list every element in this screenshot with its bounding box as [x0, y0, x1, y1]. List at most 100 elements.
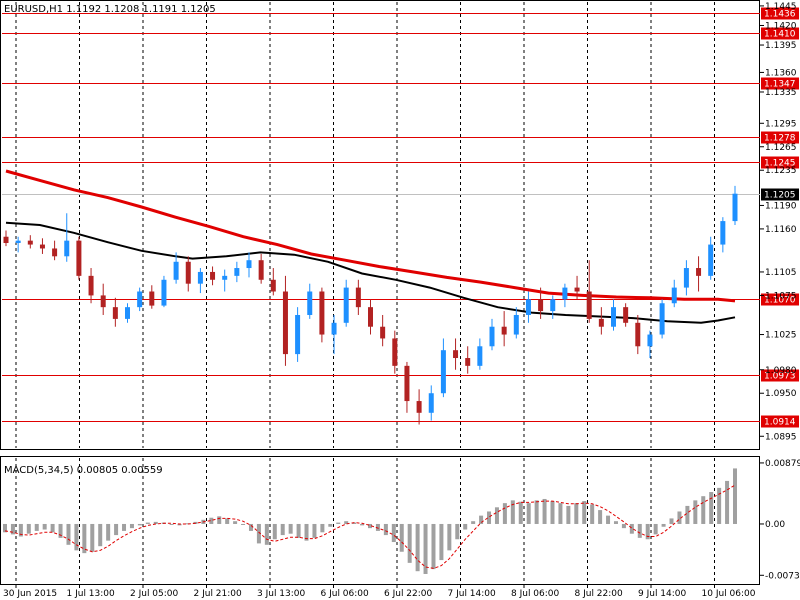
candle-body — [161, 280, 166, 306]
candle-body — [635, 323, 640, 346]
candle-body — [453, 350, 458, 358]
macd-bar — [384, 524, 388, 535]
price-tick-label: 1.1445 — [765, 2, 797, 12]
candle-body — [575, 288, 580, 292]
macd-bar — [146, 523, 150, 524]
macd-title: MACD(5,34,5) 0.00805 0.00559 — [4, 465, 163, 476]
macd-bar — [685, 506, 689, 524]
macd-bar — [527, 503, 531, 524]
price-tick-label: 1.1105 — [765, 268, 797, 278]
macd-bar — [566, 506, 570, 524]
macd-bar — [662, 524, 666, 527]
candle-body — [441, 350, 446, 393]
macd-bar — [654, 524, 658, 534]
candle-body — [672, 288, 677, 304]
macd-bar — [416, 524, 420, 571]
macd-bar — [693, 500, 697, 524]
candle-body — [344, 288, 349, 323]
candle-body — [186, 262, 191, 284]
time-axis: 30 Jun 2015 1 Jul 13:00 2 Jul 05:00 2 Jul 2… — [3, 584, 756, 599]
macd-bar — [328, 524, 332, 527]
macd-bar — [638, 524, 642, 538]
macd-bar — [90, 524, 94, 552]
candle-body — [307, 292, 312, 315]
candle-body — [210, 272, 215, 280]
macd-bar — [114, 524, 118, 535]
macd-bar — [543, 499, 547, 524]
price-plot-frame — [1, 1, 760, 450]
macd-bar — [439, 524, 443, 560]
macd-bar — [670, 518, 674, 524]
candle-body — [247, 260, 252, 268]
macd-bar — [582, 501, 586, 524]
macd-bar — [312, 524, 316, 538]
candle-body — [89, 276, 94, 296]
candle-body — [477, 346, 482, 366]
price-tick-label: 1.1190 — [765, 201, 797, 211]
macd-bar — [519, 502, 523, 524]
macd-bar — [495, 507, 499, 524]
candle-body — [149, 292, 154, 306]
macd-bar — [217, 516, 221, 524]
candle-body — [222, 276, 227, 280]
candle-body — [259, 260, 264, 280]
candle-body — [623, 307, 628, 323]
macd-bar — [551, 501, 555, 524]
macd-bar — [400, 524, 404, 552]
price-tick-label: 1.0895 — [765, 432, 797, 442]
time-tick-label: 6 Jul 22:00 — [384, 589, 433, 599]
candle-body — [562, 288, 567, 300]
macd-bar — [289, 524, 293, 534]
candle-body — [4, 237, 9, 243]
candle-body — [137, 292, 142, 308]
candle-body — [502, 327, 507, 335]
macd-bar — [138, 524, 142, 525]
macd-bar — [297, 524, 301, 538]
macd-bar — [225, 518, 229, 524]
candle-body — [550, 299, 555, 311]
candle-body — [490, 327, 495, 347]
time-tick-label: 7 Jul 14:00 — [448, 589, 497, 599]
price-tick-label: 1.0950 — [765, 389, 797, 399]
time-tick-label: 8 Jul 06:00 — [511, 589, 560, 599]
candle-body — [599, 319, 604, 327]
macd-tick-label: 0.00 — [765, 520, 785, 530]
candle-body — [271, 280, 276, 292]
candle-body — [720, 221, 725, 244]
macd-bar — [106, 524, 110, 541]
macd-bar — [51, 524, 55, 532]
candle-body — [647, 335, 652, 347]
macd-bar — [360, 524, 364, 525]
macd-bar — [43, 524, 47, 530]
macd-bar — [130, 524, 134, 528]
candle-body — [429, 393, 434, 413]
macd-tick-label: 0.00879 — [765, 459, 800, 469]
time-tick-label: 6 Jul 06:00 — [321, 589, 370, 599]
macd-bar — [574, 503, 578, 524]
candle-body — [708, 245, 713, 276]
price-tick-label: 1.1335 — [765, 88, 797, 98]
candle-body — [52, 248, 57, 256]
price-tick-label: 1.1420 — [765, 21, 797, 31]
price-tick-label: 1.1395 — [765, 41, 797, 51]
candle-body — [283, 292, 288, 355]
price-tick-label: 1.1025 — [765, 331, 797, 341]
macd-bar — [606, 516, 610, 524]
candle-body — [526, 299, 531, 315]
macd-bar — [479, 516, 483, 524]
current-price-label: 1.1205 — [764, 191, 796, 201]
price-level-label: 1.0914 — [764, 418, 796, 428]
macd-bar — [558, 503, 562, 524]
candle-body — [64, 241, 69, 257]
candle-body — [174, 262, 179, 280]
time-tick-label: 2 Jul 05:00 — [130, 589, 179, 599]
candle-body — [295, 315, 300, 354]
time-tick-label: 3 Jul 13:00 — [257, 589, 306, 599]
candle-body — [332, 323, 337, 335]
macd-bar — [447, 524, 451, 550]
macd-bar — [281, 524, 285, 535]
candle-body — [733, 194, 738, 221]
candle-body — [514, 315, 519, 335]
